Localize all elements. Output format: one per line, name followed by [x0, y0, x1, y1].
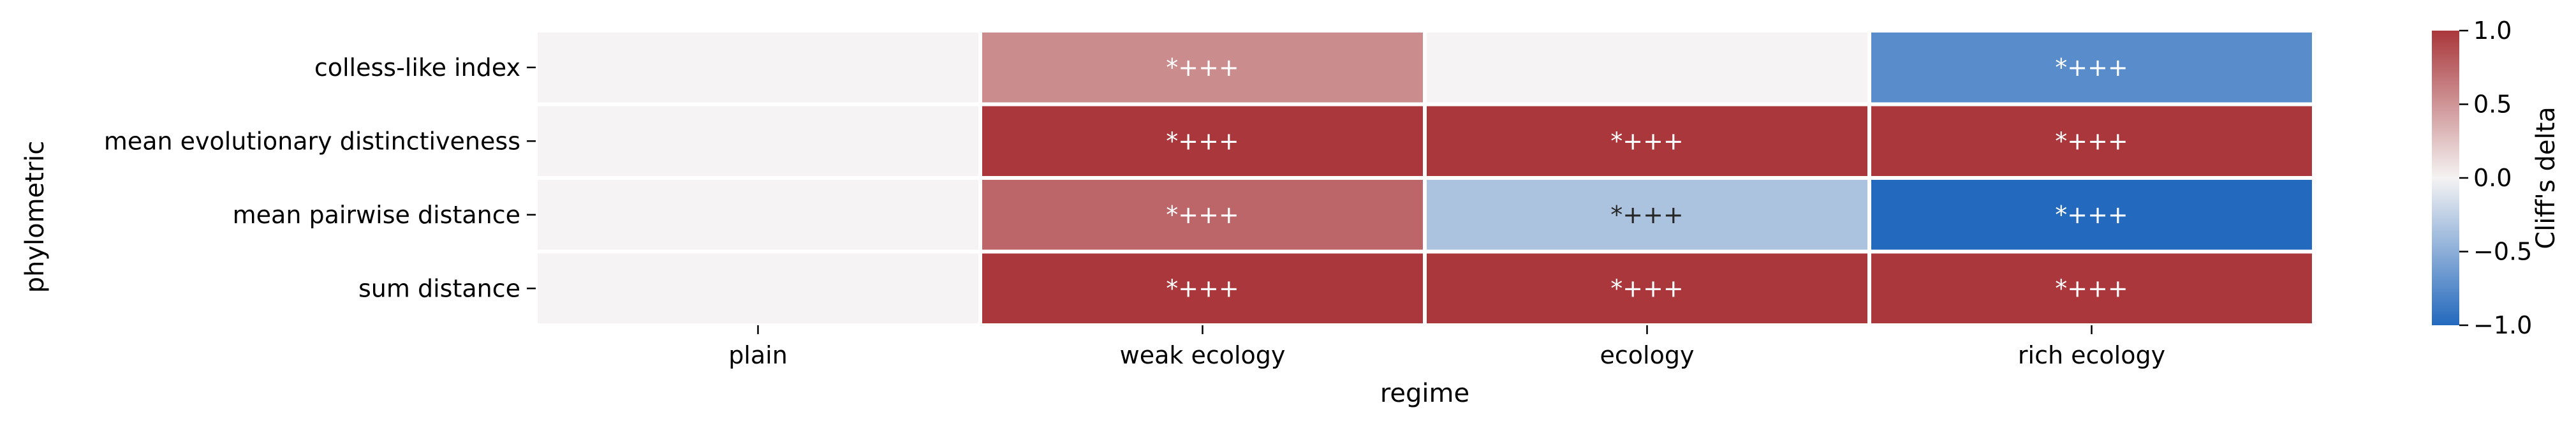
heatmap-cell-sum-distance-weak-ecology	[982, 253, 1423, 323]
heatmap-cell-colless-like-index-weak-ecology	[982, 33, 1423, 103]
heatmap-cell-annotation: *+++	[2055, 274, 2128, 302]
heatmap-cell-sum-distance-rich-ecology	[1871, 253, 2312, 323]
x-axis-ticks: plain weak ecology ecology rich ecology	[728, 325, 2165, 369]
heatmap-cell-sum-distance-plain	[538, 253, 978, 323]
heatmap-cell-annotation: *+++	[1166, 201, 1239, 229]
heatmap-cell-annotation: *+++	[1166, 274, 1239, 302]
heatmap-cell-mean-pairwise-distance-rich-ecology	[1871, 180, 2312, 250]
heatmap-cell-mean-evolutionary-distinctiveness-rich-ecology	[1871, 106, 2312, 176]
heatmap-cell-mean-evolutionary-distinctiveness-plain	[538, 106, 978, 176]
colorbar: 1.0 0.5 0.0 −0.5 −1.0 Cliff's delta	[2432, 17, 2561, 339]
y-tick-label: sum distance	[358, 274, 520, 302]
heatmap-cell-annotation: *+++	[2055, 201, 2128, 229]
x-tick-label: plain	[728, 341, 788, 369]
colorbar-gradient	[2432, 31, 2459, 325]
colorbar-label: Cliff's delta	[2531, 106, 2561, 249]
y-tick-label: colless-like index	[314, 54, 520, 82]
heatmap-cell-mean-evolutionary-distinctiveness-weak-ecology	[982, 106, 1423, 176]
heatmap-cell-annotation: *+++	[2055, 54, 2128, 82]
y-axis-title: phylometric	[20, 141, 50, 293]
colorbar-tick-label: 0.5	[2473, 91, 2512, 119]
heatmap-cell-annotation: *+++	[2055, 127, 2128, 155]
y-tick-label: mean evolutionary distinctiveness	[104, 127, 520, 155]
heatmap-cell-sum-distance-ecology	[1427, 253, 1867, 323]
heatmap-cell-mean-pairwise-distance-weak-ecology	[982, 180, 1423, 250]
heatmap-cell-colless-like-index-ecology	[1427, 33, 1867, 103]
heatmap-cell-annotation: *+++	[1610, 127, 1684, 155]
x-axis-title: regime	[1380, 379, 1469, 408]
heatmap-cell-annotation: *+++	[1610, 274, 1684, 302]
colorbar-tick-label: 1.0	[2473, 17, 2512, 45]
colorbar-tick-label: −0.5	[2473, 238, 2532, 266]
colorbar-tick-label: −1.0	[2473, 311, 2532, 339]
heatmap-cell-colless-like-index-rich-ecology	[1871, 33, 2312, 103]
colorbar-tick-label: 0.0	[2473, 164, 2512, 192]
heatmap-cells	[538, 33, 2312, 323]
heatmap-cell-mean-pairwise-distance-ecology	[1427, 180, 1867, 250]
x-tick-label: weak ecology	[1120, 341, 1286, 369]
heatmap-cell-colless-like-index-plain	[538, 33, 978, 103]
heatmap-cell-labels: *+++ *+++ *+++ *+++ *+++ *+++ *+++ *+++ *+++ *+++…	[1166, 54, 2128, 303]
heatmap-cell-mean-evolutionary-distinctiveness-ecology	[1427, 106, 1867, 176]
x-tick-label: ecology	[1600, 341, 1695, 369]
heatmap-cell-mean-pairwise-distance-plain	[538, 180, 978, 250]
y-axis-ticks: colless-like index mean evolutionary dist…	[104, 54, 536, 302]
heatmap-cell-annotation: *+++	[1166, 127, 1239, 155]
y-tick-label: mean pairwise distance	[233, 201, 520, 229]
heatmap-cell-annotation: *+++	[1166, 54, 1239, 82]
heatmap-cell-annotation: *+++	[1610, 201, 1684, 229]
x-tick-label: rich ecology	[2018, 341, 2165, 369]
colorbar-ticks: 1.0 0.5 0.0 −0.5 −1.0	[2459, 17, 2532, 339]
